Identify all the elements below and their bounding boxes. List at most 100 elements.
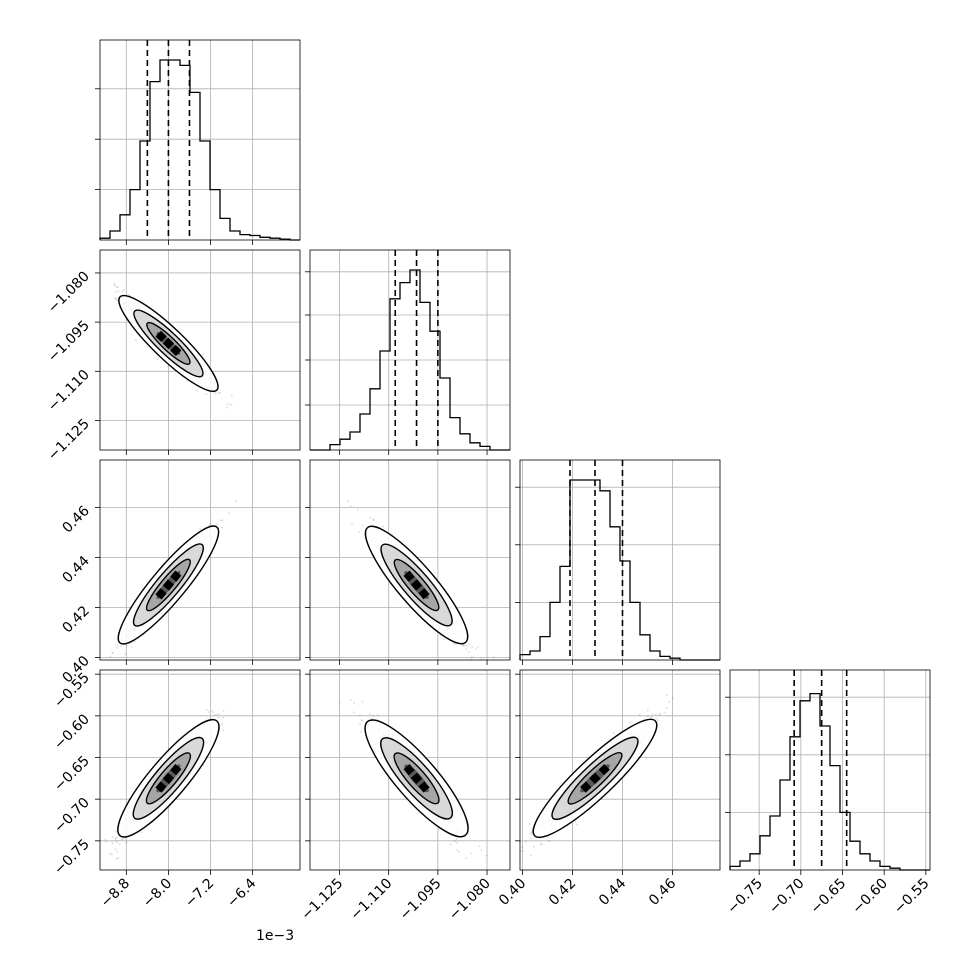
sample-point: [114, 837, 117, 840]
sample-point: [492, 656, 495, 659]
sample-point: [116, 646, 119, 649]
sample-point: [221, 519, 224, 522]
x-tick-label: −1.080: [446, 876, 494, 924]
sample-point: [215, 713, 218, 716]
sample-point: [140, 831, 143, 834]
sample-point: [449, 843, 452, 846]
sample-point: [186, 380, 189, 383]
sample-point: [111, 835, 114, 838]
sample-point: [220, 723, 223, 726]
sample-point: [230, 404, 233, 407]
sample-point: [456, 848, 459, 851]
sample-point: [115, 285, 118, 288]
sample-point: [230, 394, 233, 397]
x-tick-label: −1.125: [298, 876, 346, 924]
sample-point: [199, 527, 202, 530]
density-peak: [155, 588, 167, 600]
sample-point: [347, 500, 350, 503]
sample-point: [113, 282, 116, 285]
panel-frame: [309, 249, 511, 451]
sample-point: [650, 715, 653, 718]
sample-point: [471, 646, 474, 649]
sample-point: [217, 716, 220, 719]
sample-point: [353, 702, 356, 705]
histogram-panel-p2: [515, 459, 721, 665]
x-tick-label: −1.110: [348, 876, 396, 924]
sample-point: [372, 519, 375, 521]
panel-frame: [99, 249, 301, 451]
sample-point: [114, 830, 117, 833]
sample-point: [215, 523, 218, 526]
sample-point: [109, 655, 112, 658]
sample-point: [227, 512, 230, 515]
y-tick-label: −0.70: [51, 795, 93, 837]
sample-point: [453, 643, 456, 646]
density-contours: [118, 294, 219, 392]
sample-point: [548, 840, 551, 842]
sample-point: [358, 714, 361, 717]
sample-point: [156, 357, 159, 360]
sample-point: [222, 729, 225, 732]
panel-frame: [99, 39, 301, 241]
sample-point: [361, 700, 364, 703]
y-tick-label: −0.60: [51, 711, 93, 753]
sample-point: [467, 651, 470, 654]
sample-point: [217, 713, 220, 716]
density-peak: [170, 570, 182, 582]
sample-point: [463, 644, 466, 647]
sample-point: [217, 392, 220, 395]
contour-line-outer: [118, 294, 219, 392]
sample-point: [465, 857, 468, 860]
sample-point: [443, 638, 446, 640]
histogram-step: [99, 59, 300, 241]
panel-frame: [99, 459, 301, 661]
sample-point: [211, 709, 214, 712]
sample-point: [116, 851, 119, 853]
sample-point: [220, 526, 223, 529]
sample-point: [458, 850, 460, 853]
scatter-panel-p2-vs-p0: 0.400.420.440.46: [59, 459, 301, 686]
y-tick-label: 0.42: [59, 603, 92, 636]
scatter-panel-p2-vs-p1: [305, 459, 511, 665]
sample-point: [117, 856, 120, 859]
sample-point: [222, 710, 225, 713]
scatter-panel-p1-vs-p0: −1.125−1.110−1.095−1.080: [45, 249, 301, 464]
sample-point: [369, 516, 372, 519]
sample-point: [382, 525, 385, 528]
sample-point: [123, 288, 126, 291]
sample-point: [470, 655, 473, 658]
x-tick-label: −7.2: [182, 876, 217, 911]
sample-point: [110, 853, 113, 856]
sample-point: [115, 841, 118, 844]
sample-point: [104, 838, 107, 841]
sample-point: [118, 843, 121, 846]
sample-point: [134, 339, 137, 341]
sample-point: [113, 284, 116, 287]
sample-point: [465, 648, 468, 651]
sample-point: [105, 841, 108, 843]
sample-point: [114, 291, 117, 294]
sample-point: [338, 701, 341, 704]
y-tick-label: 0.46: [59, 503, 92, 536]
sample-point: [130, 645, 133, 648]
sample-point: [208, 523, 211, 526]
density-peak: [155, 330, 167, 343]
y-tick-label: −1.125: [45, 416, 93, 464]
sample-point: [478, 845, 481, 848]
sample-point: [359, 723, 362, 726]
sample-point: [114, 848, 117, 851]
scatter-panel-p3-vs-p2: 0.40 0.42 0.44 0.46: [496, 669, 721, 909]
sample-point: [114, 297, 117, 300]
sample-point: [360, 719, 363, 722]
sample-point: [117, 290, 120, 293]
sample-point: [205, 708, 208, 711]
sample-point: [213, 713, 216, 716]
x-tick-label: −1.095: [397, 876, 445, 924]
sample-point: [462, 644, 465, 646]
density-peak: [170, 344, 182, 357]
sample-point: [453, 840, 456, 843]
sample-point: [358, 531, 361, 534]
sample-point: [125, 644, 128, 647]
sample-point: [351, 522, 353, 525]
